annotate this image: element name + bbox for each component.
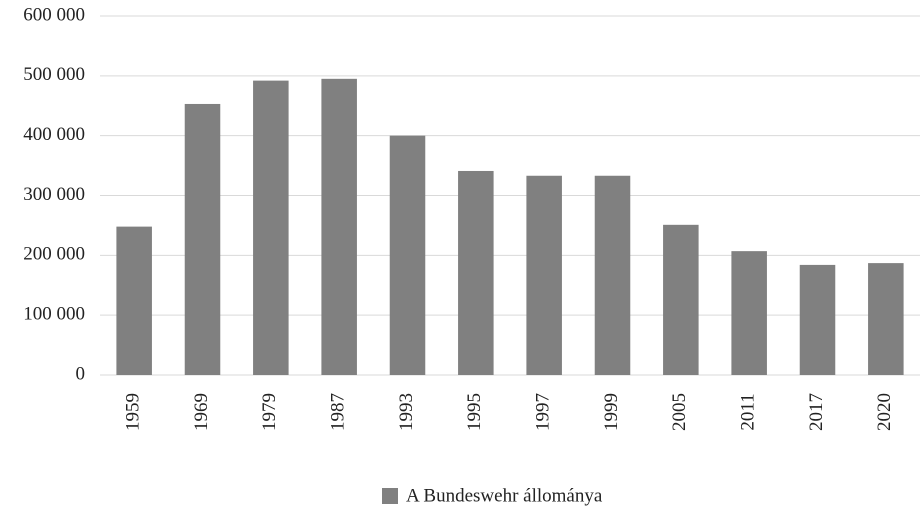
x-tick-label: 1999 [601,393,622,431]
legend-label: A Bundeswehr állománya [406,485,603,506]
y-tick-label: 600 000 [23,4,85,25]
bar [116,226,152,375]
bar [868,263,904,375]
bar [458,170,494,375]
x-tick-label: 1995 [464,393,485,431]
x-tick-label: 1959 [123,393,144,431]
x-tick-label: 2017 [806,393,827,431]
bar [321,78,357,375]
bar [184,103,221,375]
x-tick-label: 1997 [533,393,554,431]
y-tick-label: 400 000 [23,124,85,145]
bar [663,224,699,375]
x-tick-label: 2020 [874,393,895,431]
bar [799,264,836,375]
legend-swatch [382,488,398,504]
y-tick-label: 300 000 [23,184,85,205]
x-tick-label: 1969 [191,393,212,431]
x-tick-label: 2005 [669,393,690,431]
y-tick-label: 100 000 [23,304,85,325]
bar [253,80,289,376]
y-tick-label: 200 000 [23,244,85,265]
y-tick-label: 0 [76,363,86,384]
x-tick-label: 1993 [396,393,417,431]
y-tick-label: 500 000 [23,64,85,85]
bar [526,175,562,375]
x-tick-label: 2011 [738,393,759,430]
x-tick-label: 1979 [259,393,280,431]
x-tick-label: 1987 [328,393,349,431]
bar [389,135,426,375]
bar [731,251,767,375]
bar [594,175,631,375]
